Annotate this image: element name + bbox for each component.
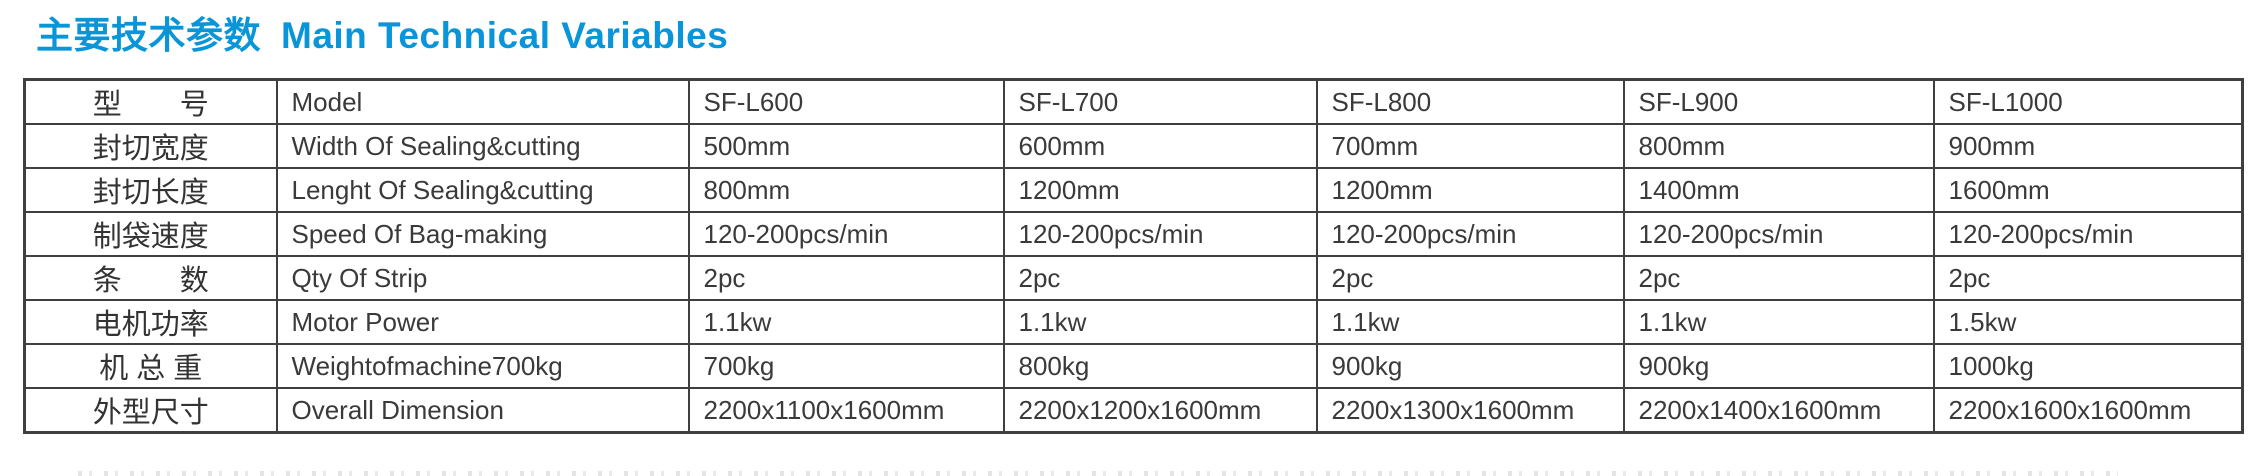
- row-label-en: Width Of Sealing&cutting: [275, 123, 690, 169]
- spec-value-cell: 1200mm: [1315, 167, 1625, 213]
- spec-value-cell: 700kg: [687, 343, 1005, 389]
- spec-value-cell: 800mm: [1622, 123, 1935, 169]
- table-row: 封切宽度 Width Of Sealing&cutting 500mm 600mm…: [23, 123, 2244, 169]
- table-header-row: 型 号 Model SF-L600 SF-L700 SF-L800 SF-L90…: [23, 78, 2244, 125]
- spec-value-cell: 900kg: [1315, 343, 1625, 389]
- spec-value-cell: 1.1kw: [1315, 299, 1625, 345]
- row-label-en: Qty Of Strip: [275, 255, 690, 301]
- table-row: 封切长度 Lenght Of Sealing&cutting 800mm 1200…: [23, 167, 2244, 213]
- spec-value-cell: 2200x1400x1600mm: [1622, 387, 1935, 434]
- spec-value-cell: 2pc: [1622, 255, 1935, 301]
- spec-value-cell: 700mm: [1315, 123, 1625, 169]
- model-name: SF-L800: [1315, 78, 1625, 125]
- header-label-en: Model: [275, 78, 690, 125]
- spec-value-cell: 800kg: [1002, 343, 1318, 389]
- spec-table-body: 封切宽度 Width Of Sealing&cutting 500mm 600mm…: [23, 123, 2244, 434]
- header-label-cn: 型 号: [23, 78, 278, 125]
- spec-value-cell: 800mm: [687, 167, 1005, 213]
- spec-value-cell: 120-200pcs/min: [1315, 211, 1625, 257]
- spec-value-cell: 900mm: [1932, 123, 2244, 169]
- spec-value-cell: 120-200pcs/min: [687, 211, 1005, 257]
- row-label-en: Motor Power: [275, 299, 690, 345]
- row-label-en: Overall Dimension: [275, 387, 690, 434]
- model-name: SF-L700: [1002, 78, 1318, 125]
- spec-value-cell: 120-200pcs/min: [1002, 211, 1318, 257]
- spec-value-cell: 1.1kw: [1622, 299, 1935, 345]
- row-label-cn: 制袋速度: [23, 211, 278, 257]
- row-label-cn: 机 总 重: [23, 343, 278, 389]
- spec-value-cell: 2pc: [687, 255, 1005, 301]
- spec-value-cell: 1.5kw: [1932, 299, 2244, 345]
- row-label-cn: 封切长度: [23, 167, 278, 213]
- spec-value-cell: 120-200pcs/min: [1932, 211, 2244, 257]
- page-title-english: Main Technical Variables: [281, 15, 729, 56]
- spec-value-cell: 2200x1300x1600mm: [1315, 387, 1625, 434]
- spec-value-cell: 2pc: [1315, 255, 1625, 301]
- spec-value-cell: 1.1kw: [687, 299, 1005, 345]
- spec-value-cell: 2200x1200x1600mm: [1002, 387, 1318, 434]
- table-row: 制袋速度 Speed Of Bag-making 120-200pcs/min 1…: [23, 211, 2244, 257]
- table-row: 机 总 重 Weightofmachine700kg 700kg 800kg 900…: [23, 343, 2244, 389]
- row-label-cn: 外型尺寸: [23, 387, 278, 434]
- spec-value-cell: 1600mm: [1932, 167, 2244, 213]
- table-row: 条 数 Qty Of Strip 2pc 2pc 2pc 2pc 2pc: [23, 255, 2244, 301]
- spec-value-cell: 2200x1100x1600mm: [687, 387, 1005, 434]
- row-label-en: Weightofmachine700kg: [275, 343, 690, 389]
- row-label-en: Speed Of Bag-making: [275, 211, 690, 257]
- page-title-chinese: 主要技术参数: [36, 15, 261, 56]
- cropped-text-remnant: [78, 471, 2118, 476]
- row-label-cn: 封切宽度: [23, 123, 278, 169]
- row-label-cn: 电机功率: [23, 299, 278, 345]
- spec-value-cell: 2pc: [1932, 255, 2244, 301]
- model-name: SF-L1000: [1932, 78, 2244, 125]
- spec-value-cell: 1200mm: [1002, 167, 1318, 213]
- spec-value-cell: 120-200pcs/min: [1622, 211, 1935, 257]
- spec-table: 型 号 Model SF-L600 SF-L700 SF-L800 SF-L90…: [23, 78, 2244, 434]
- spec-value-cell: 1.1kw: [1002, 299, 1318, 345]
- table-row: 电机功率 Motor Power 1.1kw 1.1kw 1.1kw 1.1kw 1.5…: [23, 299, 2244, 345]
- spec-value-cell: 1400mm: [1622, 167, 1935, 213]
- model-name: SF-L600: [687, 78, 1005, 125]
- spec-value-cell: 900kg: [1622, 343, 1935, 389]
- spec-value-cell: 600mm: [1002, 123, 1318, 169]
- spec-value-cell: 2pc: [1002, 255, 1318, 301]
- model-name: SF-L900: [1622, 78, 1935, 125]
- table-row: 外型尺寸 Overall Dimension 2200x1100x1600mm 2…: [23, 387, 2244, 434]
- spec-value-cell: 500mm: [687, 123, 1005, 169]
- row-label-en: Lenght Of Sealing&cutting: [275, 167, 690, 213]
- spec-value-cell: 2200x1600x1600mm: [1932, 387, 2244, 434]
- page-title: 主要技术参数 Main Technical Variables: [36, 5, 728, 59]
- spec-value-cell: 1000kg: [1932, 343, 2244, 389]
- row-label-cn: 条 数: [23, 255, 278, 301]
